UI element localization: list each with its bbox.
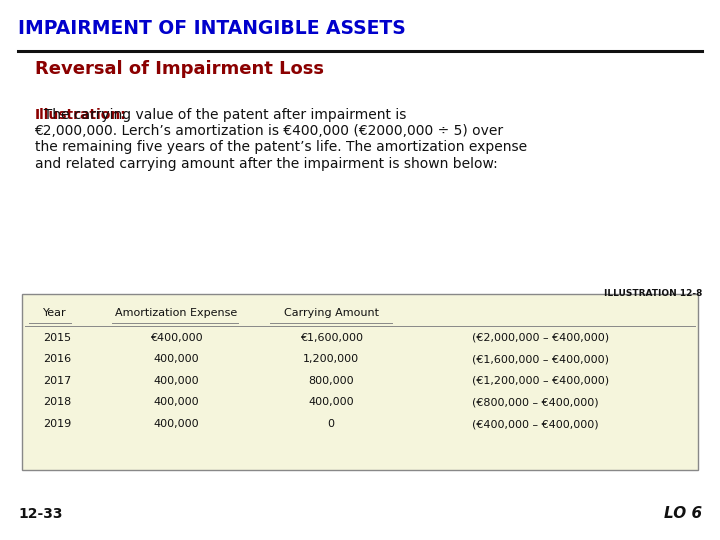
Text: ILLUSTRATION 12-8: ILLUSTRATION 12-8: [603, 289, 702, 298]
Text: €400,000: €400,000: [150, 333, 203, 343]
Text: Carrying Amount: Carrying Amount: [284, 308, 379, 318]
Text: The carrying value of the patent after impairment is
€2,000,000. Lerch’s amortiz: The carrying value of the patent after i…: [35, 108, 527, 171]
Text: Reversal of Impairment Loss: Reversal of Impairment Loss: [35, 60, 323, 78]
Text: 400,000: 400,000: [153, 376, 199, 386]
Text: (€1,600,000 – €400,000): (€1,600,000 – €400,000): [472, 354, 608, 364]
Text: 800,000: 800,000: [308, 376, 354, 386]
Text: 400,000: 400,000: [153, 397, 199, 408]
Text: Year: Year: [43, 308, 67, 318]
Text: 400,000: 400,000: [153, 419, 199, 429]
Text: €1,600,000: €1,600,000: [300, 333, 363, 343]
Text: 2019: 2019: [43, 419, 71, 429]
Text: 2015: 2015: [43, 333, 71, 343]
Text: 400,000: 400,000: [153, 354, 199, 364]
Text: (€2,000,000 – €400,000): (€2,000,000 – €400,000): [472, 333, 608, 343]
Text: 2018: 2018: [43, 397, 71, 408]
Text: (€800,000 – €400,000): (€800,000 – €400,000): [472, 397, 598, 408]
Text: 12-33: 12-33: [18, 507, 63, 521]
Text: (€400,000 – €400,000): (€400,000 – €400,000): [472, 419, 598, 429]
Text: LO 6: LO 6: [664, 506, 702, 521]
FancyBboxPatch shape: [22, 294, 698, 470]
Text: Amortization Expense: Amortization Expense: [115, 308, 238, 318]
Text: 1,200,000: 1,200,000: [303, 354, 359, 364]
Text: 2017: 2017: [43, 376, 71, 386]
Text: IMPAIRMENT OF INTANGIBLE ASSETS: IMPAIRMENT OF INTANGIBLE ASSETS: [18, 19, 406, 38]
Text: (€1,200,000 – €400,000): (€1,200,000 – €400,000): [472, 376, 608, 386]
Text: 0: 0: [328, 419, 335, 429]
Text: 400,000: 400,000: [308, 397, 354, 408]
Text: Illustration:: Illustration:: [35, 108, 126, 122]
Text: 2016: 2016: [43, 354, 71, 364]
